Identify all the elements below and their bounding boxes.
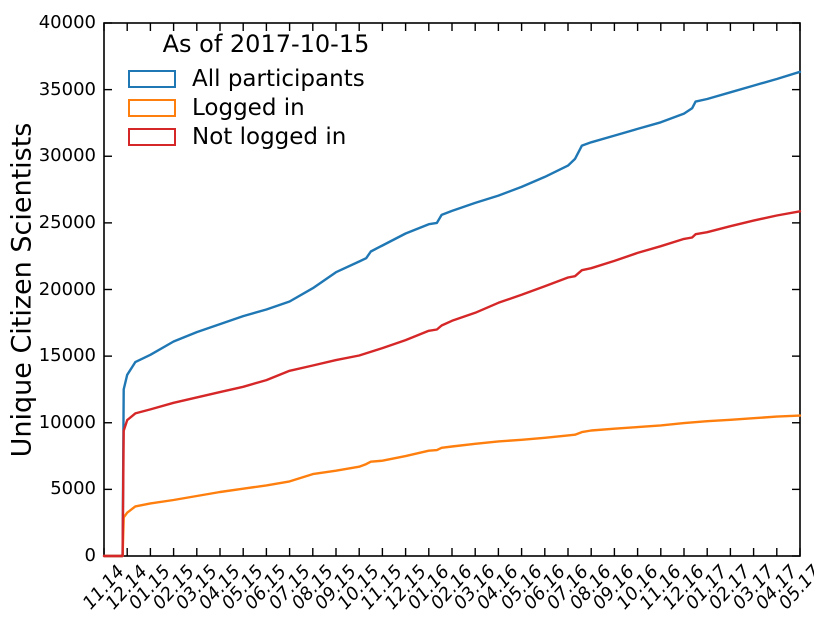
legend-swatch-all-participants-icon bbox=[128, 69, 176, 88]
series-line-all-participants bbox=[102, 70, 802, 558]
y-tick-label: 30000 bbox=[38, 145, 96, 167]
y-tick-label: 40000 bbox=[38, 12, 96, 33]
legend-label: All participants bbox=[192, 65, 365, 92]
legend-label: Logged in bbox=[192, 94, 305, 121]
series-line-logged-in bbox=[102, 414, 802, 558]
series-line-not-logged-in bbox=[102, 210, 802, 558]
legend-entry-all-participants: All participants bbox=[128, 64, 404, 93]
y-tick-label: 0 bbox=[84, 545, 96, 566]
y-tick-label: 15000 bbox=[38, 345, 96, 367]
y-tick-label: 20000 bbox=[38, 278, 96, 300]
y-tick-label: 5000 bbox=[50, 478, 96, 500]
legend-title: As of 2017-10-15 bbox=[162, 30, 370, 58]
legend-swatch-logged-in-icon bbox=[128, 98, 176, 117]
legend-label: Not logged in bbox=[192, 123, 347, 150]
legend-entry-logged-in: Logged in bbox=[128, 93, 404, 122]
legend: As of 2017-10-15 All participants Logged… bbox=[128, 30, 404, 151]
y-tick-label: 10000 bbox=[38, 411, 96, 433]
legend-entry-not-logged-in: Not logged in bbox=[128, 122, 404, 151]
legend-swatch-not-logged-in-icon bbox=[128, 127, 176, 146]
y-tick-label: 35000 bbox=[38, 78, 96, 100]
y-tick-label: 25000 bbox=[38, 211, 96, 233]
